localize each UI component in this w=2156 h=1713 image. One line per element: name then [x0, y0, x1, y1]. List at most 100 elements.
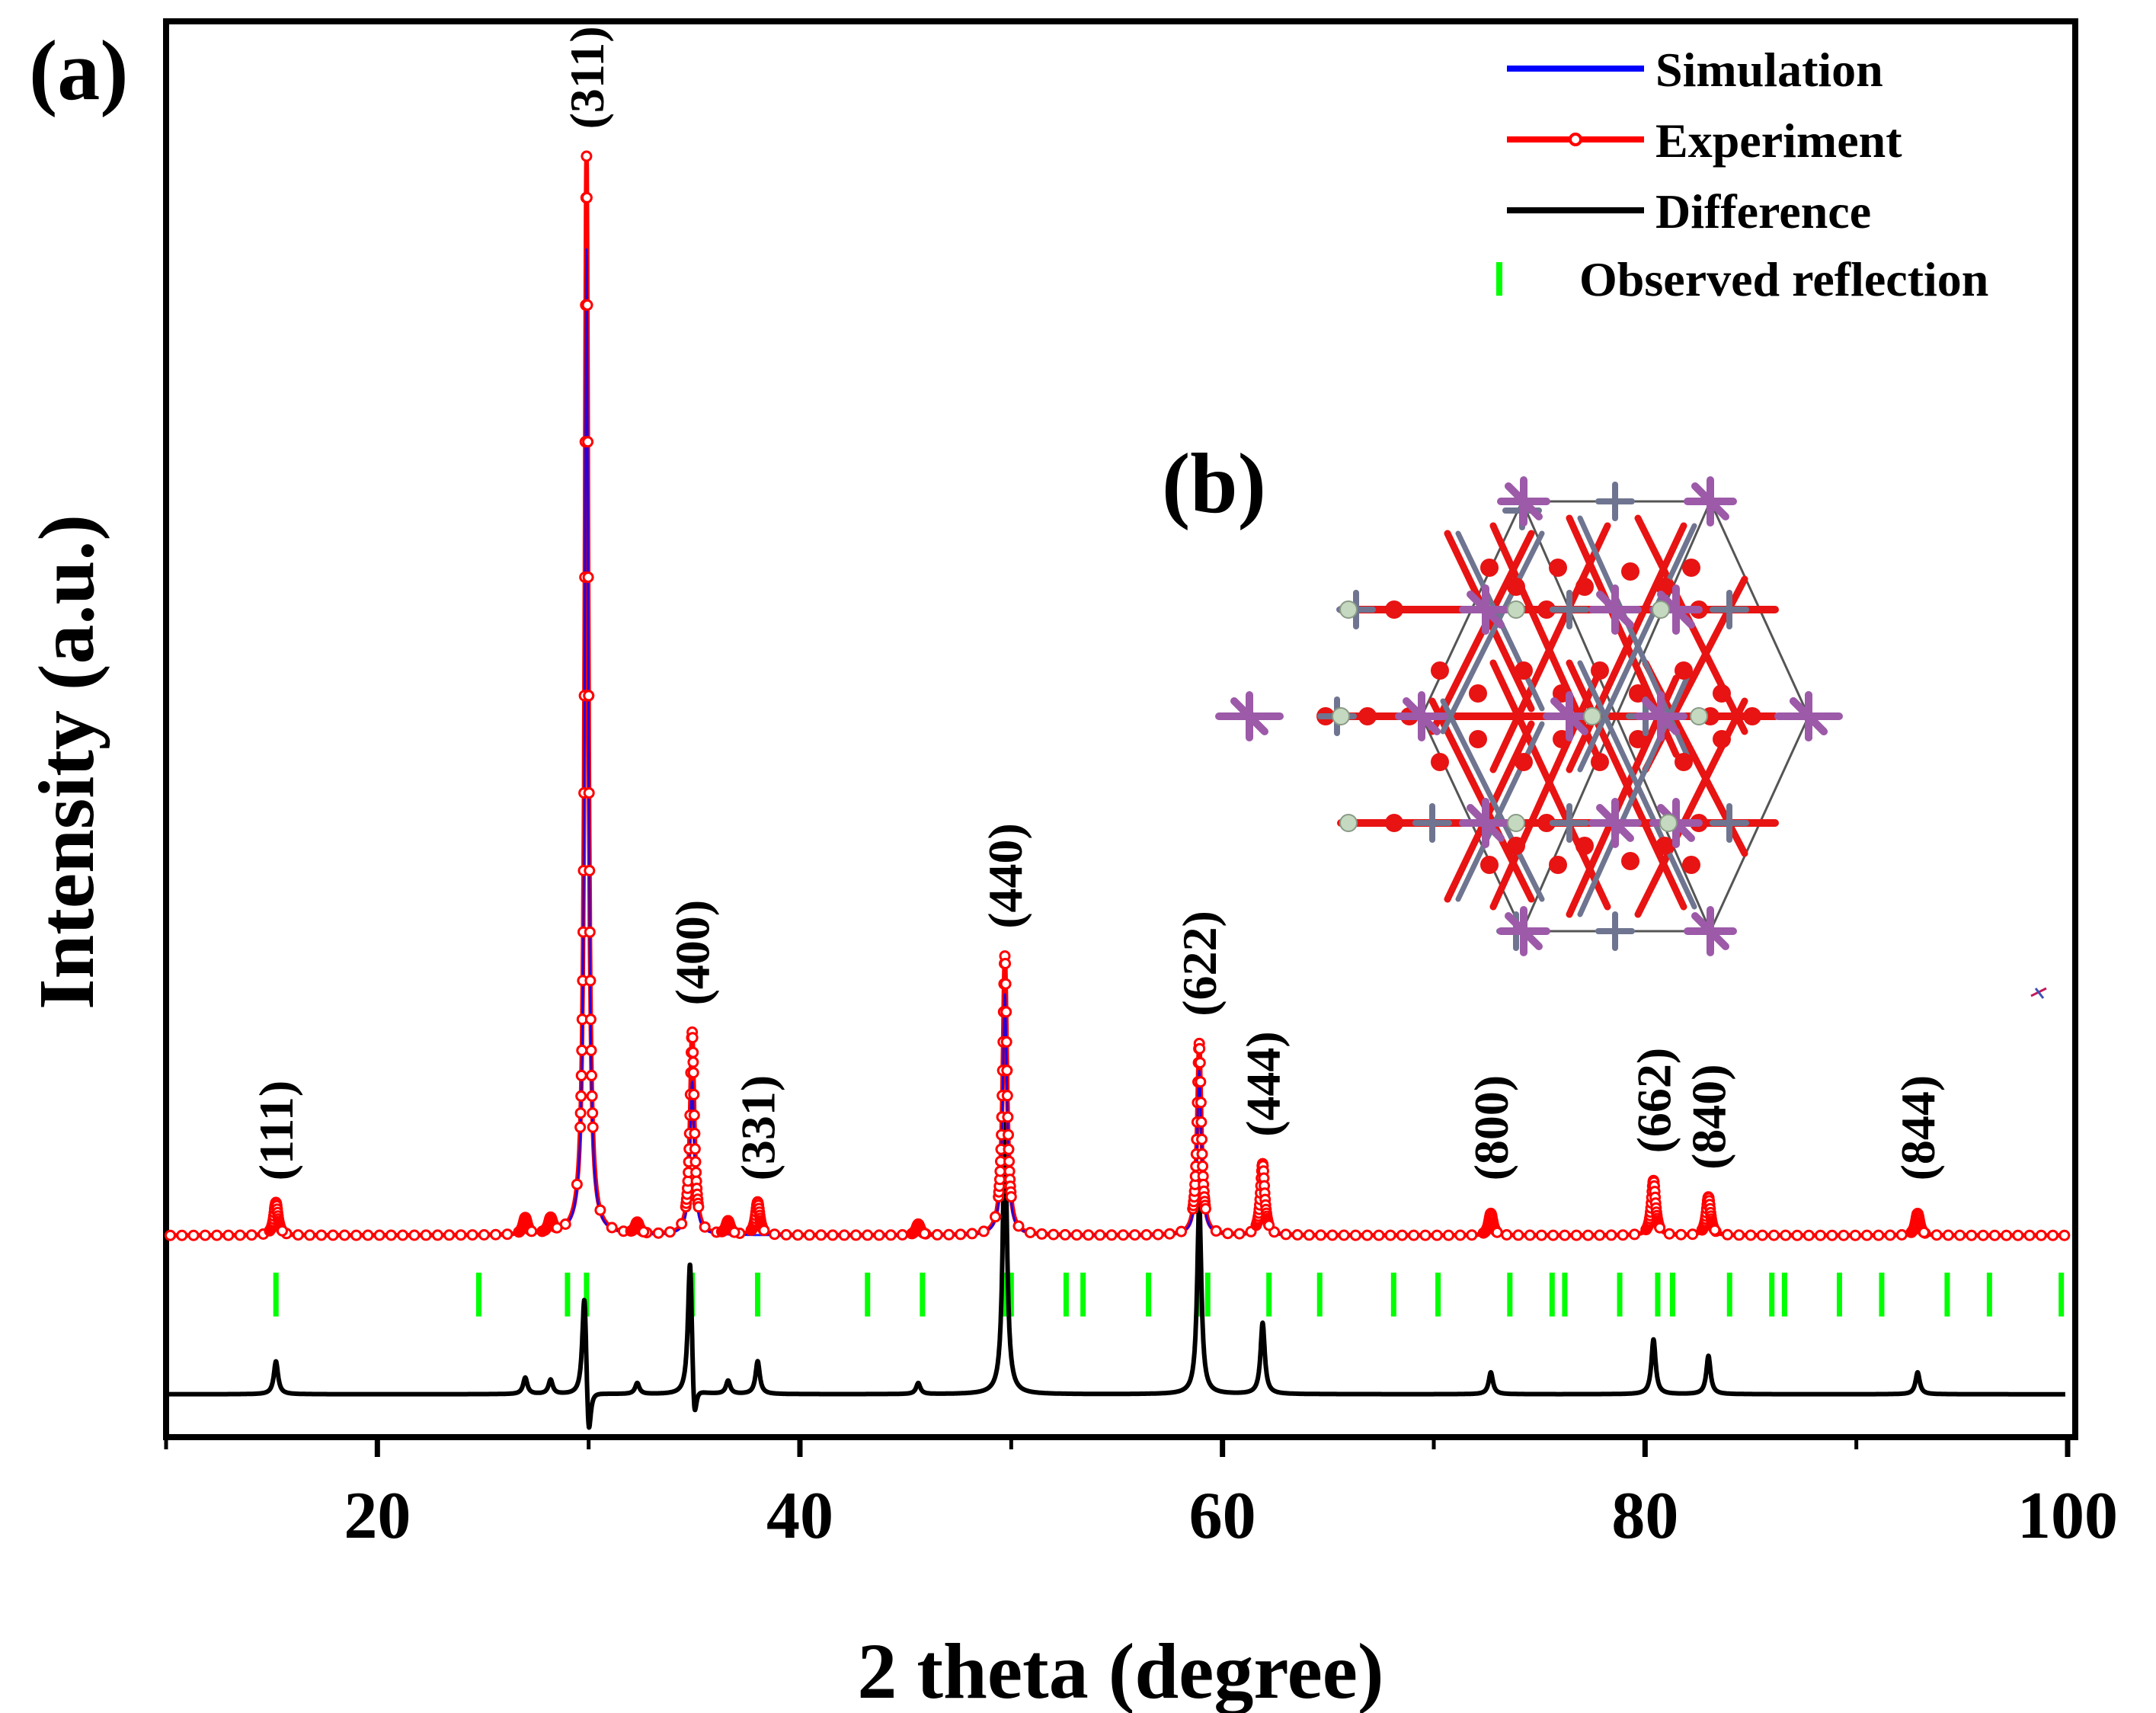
experiment-point	[581, 299, 593, 311]
experiment-point	[1263, 1219, 1275, 1231]
experiment-point	[1059, 1228, 1071, 1241]
oxygen-atom	[1431, 661, 1449, 680]
lattice-bond	[1489, 659, 1611, 911]
experiment-point	[1768, 1229, 1780, 1241]
lattice-bond	[1577, 660, 1697, 910]
lattice-bond	[1440, 698, 1545, 902]
experiment-point	[689, 1128, 701, 1139]
experiment-point	[686, 1032, 699, 1044]
experiment-point	[1315, 1229, 1327, 1241]
experiment-point	[1373, 1229, 1385, 1241]
pale-atom	[1332, 707, 1350, 725]
experiment-point	[1140, 1229, 1153, 1241]
x-tick-label: 40	[766, 1479, 833, 1553]
experiment-point	[397, 1229, 409, 1241]
experiment-point	[1117, 1229, 1129, 1241]
experiment-point	[585, 1044, 597, 1056]
lattice-bond	[1489, 667, 1604, 911]
experiment-point	[1338, 1229, 1350, 1241]
experiment-point	[586, 1069, 597, 1081]
experiment-point	[478, 1229, 490, 1241]
lattice-bond	[1577, 523, 1697, 773]
oxygen-atom	[1385, 600, 1403, 619]
peak-label: (622)	[1172, 911, 1227, 1017]
pale-atom	[1652, 600, 1670, 619]
experiment-point	[2023, 1229, 2036, 1241]
lattice-bond	[1520, 498, 1543, 520]
experiment-point	[1466, 1229, 1478, 1241]
experiment-point	[420, 1229, 432, 1241]
experiment-point	[687, 1067, 699, 1079]
legend-label-experiment: Experiment	[1655, 114, 1902, 168]
x-axis-label: 2 theta (degree)	[857, 1628, 1383, 1713]
experiment-point	[804, 1229, 815, 1241]
experiment-point	[1195, 1116, 1208, 1128]
experiment-point	[2058, 1229, 2071, 1241]
lattice-bond	[1672, 606, 1695, 629]
experiment-point	[1675, 1228, 1687, 1241]
lattice-bond	[1566, 712, 1588, 735]
experiment-point	[587, 1121, 599, 1133]
experiment-point	[1222, 1228, 1234, 1240]
experiment-point	[931, 1228, 943, 1241]
experiment-point	[638, 1226, 650, 1238]
experiment-point	[587, 1107, 599, 1119]
oxygen-atom	[1621, 852, 1639, 870]
experiment-point	[1861, 1229, 1873, 1241]
experiment-point	[1815, 1229, 1826, 1241]
lattice-bond	[1520, 927, 1543, 950]
experiment-point	[1803, 1229, 1815, 1241]
experiment-point	[315, 1229, 328, 1241]
experiment-point	[1349, 1229, 1361, 1241]
experiment-point	[884, 1229, 897, 1241]
experiment-point	[584, 865, 596, 876]
experiment-point	[693, 1201, 705, 1213]
experiment-point	[327, 1229, 339, 1241]
experiment-point	[501, 1228, 513, 1241]
lattice-bond	[1611, 819, 1634, 842]
experiment-point	[1291, 1229, 1304, 1241]
oxygen-atom	[1515, 661, 1533, 680]
experiment-point	[443, 1229, 456, 1241]
experiment-point	[199, 1229, 211, 1241]
experiment-point	[699, 1221, 711, 1233]
oxygen-atom	[1591, 661, 1609, 680]
experiment-point	[583, 787, 595, 799]
experiment-point	[245, 1229, 258, 1241]
x-tick-label: 60	[1189, 1479, 1256, 1553]
experiment-point	[689, 1156, 702, 1168]
experiment-point	[994, 1165, 1006, 1177]
experiment-point	[1629, 1228, 1640, 1241]
experiment-point	[815, 1229, 827, 1241]
experiment-point	[862, 1229, 874, 1241]
experiment-point	[551, 1222, 563, 1234]
experiment-point	[1024, 1227, 1036, 1238]
experiment-point	[1003, 1155, 1016, 1167]
lattice-bond	[1611, 606, 1634, 629]
peak-label: (800)	[1464, 1075, 1518, 1181]
experiment-point	[688, 1109, 700, 1121]
experiment-point	[1501, 1229, 1513, 1241]
experiment-point	[780, 1228, 792, 1241]
lattice-bond	[1482, 819, 1505, 842]
experiment-point	[1419, 1229, 1431, 1241]
experiment-point	[1000, 978, 1012, 990]
oxygen-atom	[1431, 753, 1449, 771]
experiment-point	[1000, 1006, 1012, 1018]
oxygen-atom	[1629, 730, 1647, 748]
experiment-point	[1733, 1229, 1745, 1241]
experiment-point	[1617, 1229, 1629, 1241]
experiment-point	[1722, 1228, 1733, 1241]
experiment-point	[1849, 1229, 1861, 1241]
experiment-point	[1195, 1076, 1207, 1088]
experiment-point	[594, 1204, 606, 1216]
oxygen-atom	[1469, 684, 1487, 703]
experiment-point	[1594, 1229, 1606, 1241]
experiment-point	[1547, 1229, 1559, 1241]
experiment-point	[1194, 1042, 1206, 1055]
experiment-point	[408, 1229, 421, 1241]
experiment-point	[1535, 1229, 1547, 1241]
experiment-point	[1280, 1228, 1292, 1241]
lattice-bond	[1489, 522, 1604, 766]
experiment-point	[1000, 958, 1012, 969]
